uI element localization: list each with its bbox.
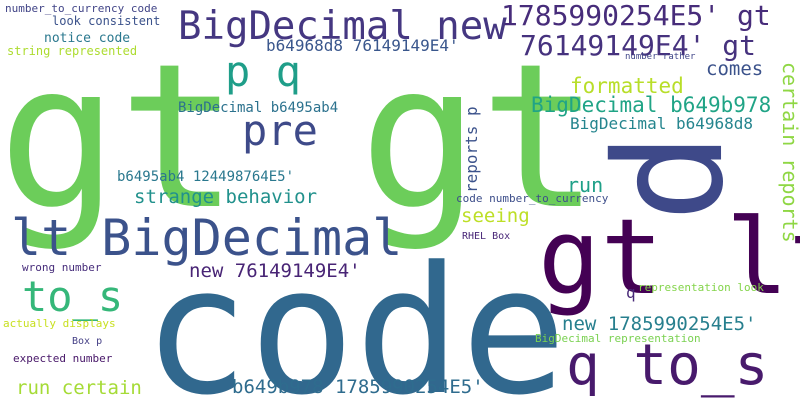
word-run: run: [567, 173, 604, 197]
word-rhel-box: RHEL Box: [462, 231, 511, 242]
word-lt-bigdecimal: lt BigDecimal: [11, 209, 403, 267]
word-certain-reports: certain reports: [778, 62, 800, 243]
word-seeing: seeing: [461, 205, 530, 227]
word-gt-lt: gt lt: [538, 196, 800, 318]
word-new-1785990254e5: new 1785990254E5': [562, 313, 757, 335]
word-1785990254e5-gt: 1785990254E5' gt: [501, 0, 771, 32]
word-comes: comes: [706, 58, 764, 80]
word-pre: pre: [242, 106, 318, 155]
word-bigdecimal-b6495ab4: BigDecimal b6495ab4: [178, 100, 339, 116]
word-code-number-to-currency: code number_to_currency: [456, 192, 609, 205]
word-gt-gt: gt gt: [0, 21, 601, 254]
word-expected-number: expected number: [13, 352, 113, 365]
word-strange-behavior: strange behavior: [134, 186, 318, 208]
word-reports-p: reports p: [462, 106, 481, 193]
word-actually-displays: actually displays: [3, 317, 116, 330]
word-wrong-number: wrong number: [22, 261, 102, 274]
word-new-76149149e4: new 76149149E4': [189, 260, 361, 282]
word-number-rather: number rather: [625, 52, 696, 62]
word-p-q: p q: [225, 47, 301, 96]
word-q-to-s: q to_s: [566, 333, 769, 398]
word-run-certain: run certain: [16, 377, 142, 399]
word-b6495ab4-124498764e5: b6495ab4 124498764E5': [117, 169, 295, 185]
word-number-to-currency-code: number_to_currency code: [5, 2, 158, 15]
word-q: q: [626, 283, 636, 302]
word-bigdecimal-b649b978: BigDecimal b649b978: [531, 93, 772, 117]
word-bigdecimal-representation: BigDecimal representation: [535, 332, 701, 345]
word-code: code: [143, 229, 567, 400]
word-look-consistent: look consistent: [52, 14, 161, 28]
word-representation-look: representation look: [638, 281, 764, 294]
word-76149149e4-gt: 76149149E4' gt: [520, 29, 757, 62]
word-formatted: formatted: [570, 74, 684, 98]
word-box-p: Box p: [72, 336, 103, 347]
word-bigdecimal-new: BigDecimal new: [178, 4, 507, 49]
word-bigdecimal-b64968d8: BigDecimal b64968d8: [570, 114, 754, 133]
word-string-represented: string represented: [7, 44, 138, 58]
word-notice-code: notice code: [44, 31, 131, 46]
word-b64968d8-76149149e4: b64968d8 76149149E4': [266, 36, 459, 55]
word-to-s: to_s: [22, 272, 124, 321]
word-b649b978-1785990254e5: b649b978 1785990254E5': [232, 376, 484, 398]
word-p-rotated: p: [603, 132, 777, 223]
